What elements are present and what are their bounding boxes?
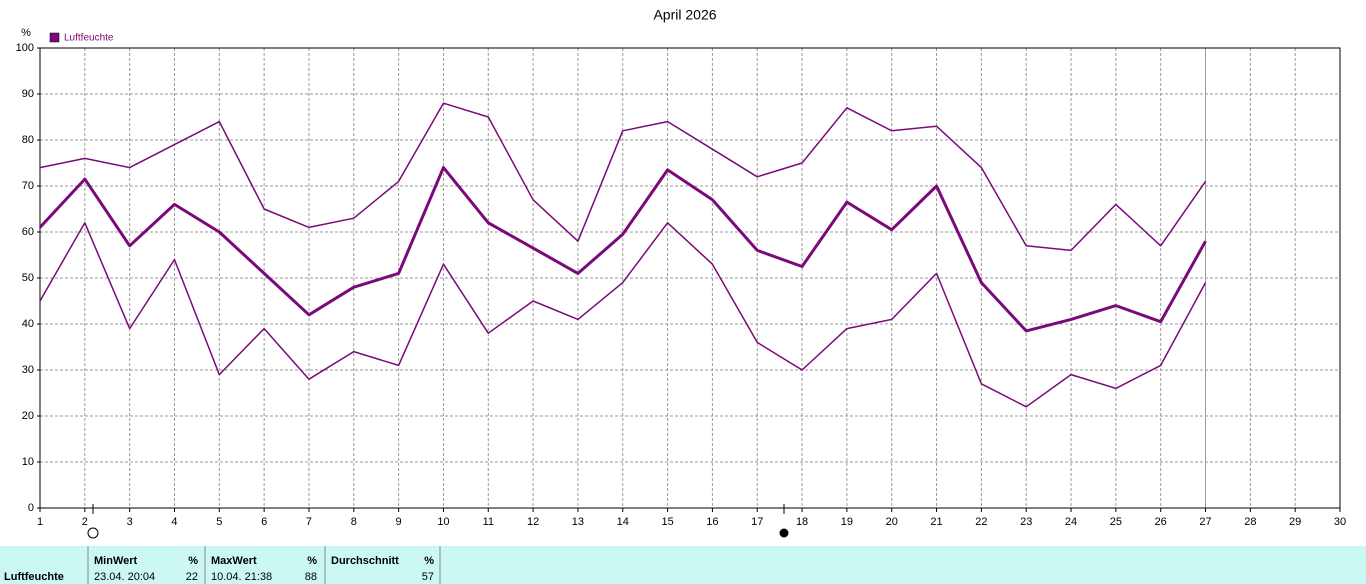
x-tick-label: 18: [796, 516, 808, 528]
x-tick-label: 8: [351, 516, 357, 528]
avg-value: 57: [422, 571, 434, 583]
chart-title: April 2026: [653, 7, 716, 23]
x-tick-label: 24: [1065, 516, 1077, 528]
x-tick-label: 2: [82, 516, 88, 528]
max-time: 10.04. 21:38: [211, 571, 272, 583]
stats-background: [0, 546, 1366, 584]
x-tick-label: 14: [617, 516, 629, 528]
legend-swatch: [49, 32, 60, 43]
y-axis-label: %: [21, 27, 31, 39]
max-header: MaxWert: [211, 555, 257, 567]
x-tick-label: 29: [1289, 516, 1301, 528]
y-tick-label: 50: [22, 272, 34, 284]
x-tick-label: 22: [975, 516, 987, 528]
max-value: 88: [305, 571, 317, 583]
new-moon-icon: [779, 528, 789, 538]
x-tick-label: 13: [572, 516, 584, 528]
x-tick-label: 20: [886, 516, 898, 528]
x-tick-label: 17: [751, 516, 763, 528]
x-tick-label: 16: [706, 516, 718, 528]
min-unit: %: [188, 555, 198, 567]
y-tick-label: 30: [22, 364, 34, 376]
y-tick-label: 100: [16, 42, 34, 54]
x-tick-label: 21: [930, 516, 942, 528]
x-tick-label: 10: [437, 516, 449, 528]
x-tick-label: 19: [841, 516, 853, 528]
series-line: [39, 222, 1207, 408]
series-line: [38, 166, 1207, 333]
x-tick-label: 3: [127, 516, 133, 528]
x-tick-label: 11: [483, 516, 494, 528]
legend-label: Luftfeuchte: [64, 33, 114, 44]
min-header: MinWert: [94, 555, 138, 567]
y-tick-label: 80: [22, 134, 34, 146]
x-tick-label: 23: [1020, 516, 1032, 528]
x-tick-label: 28: [1244, 516, 1256, 528]
series-line: [39, 102, 1207, 252]
full-moon-icon: [87, 527, 99, 539]
y-tick-label: 20: [22, 410, 34, 422]
min-value: 22: [186, 571, 198, 583]
stats-label: Luftfeuchte: [4, 571, 64, 583]
avg-unit: %: [424, 555, 434, 567]
min-time: 23.04. 20:04: [94, 571, 155, 583]
y-tick-label: 40: [22, 318, 34, 330]
x-tick-label: 9: [396, 516, 402, 528]
x-tick-label: 25: [1110, 516, 1122, 528]
y-tick-label: 70: [22, 180, 34, 192]
max-unit: %: [307, 555, 317, 567]
y-tick-label: 10: [22, 456, 34, 468]
y-tick-label: 60: [22, 226, 34, 238]
x-tick-label: 30: [1334, 516, 1346, 528]
x-tick-label: 7: [306, 516, 312, 528]
plot-border: [39, 47, 1341, 509]
x-tick-label: 15: [661, 516, 673, 528]
x-tick-label: 1: [37, 516, 43, 528]
x-tick-label: 12: [527, 516, 539, 528]
stats-table: Luftfeuchte MinWert % 23.04. 20:04 22 Ma…: [0, 546, 1366, 584]
y-tick-label: 90: [22, 88, 34, 100]
x-tick-label: 5: [216, 516, 222, 528]
x-tick-label: 26: [1155, 516, 1167, 528]
y-tick-label: 0: [28, 502, 34, 514]
x-tick-label: 4: [171, 516, 177, 528]
x-tick-label: 27: [1199, 516, 1211, 528]
x-tick-label: 6: [261, 516, 267, 528]
avg-header: Durchschnitt: [331, 555, 399, 567]
